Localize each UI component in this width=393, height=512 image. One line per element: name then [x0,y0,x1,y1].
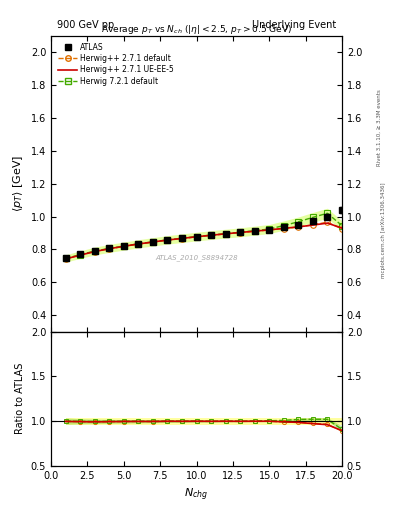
Y-axis label: Ratio to ATLAS: Ratio to ATLAS [15,363,25,434]
Text: 900 GeV pp: 900 GeV pp [57,20,114,30]
Text: ATLAS_2010_S8894728: ATLAS_2010_S8894728 [155,254,238,261]
X-axis label: $N_{chg}$: $N_{chg}$ [184,486,209,503]
Legend: ATLAS, Herwig++ 2.7.1 default, Herwig++ 2.7.1 UE-EE-5, Herwig 7.2.1 default: ATLAS, Herwig++ 2.7.1 default, Herwig++ … [55,39,177,89]
Text: mcplots.cern.ch [arXiv:1306.3436]: mcplots.cern.ch [arXiv:1306.3436] [381,183,386,278]
Text: Underlying Event: Underlying Event [252,20,336,30]
Title: Average $p_T$ vs $N_{ch}$ ($|\eta| < 2.5$, $p_T > 0.5$ GeV): Average $p_T$ vs $N_{ch}$ ($|\eta| < 2.5… [101,23,292,36]
Y-axis label: $\langle p_T \rangle$ [GeV]: $\langle p_T \rangle$ [GeV] [11,155,25,212]
Text: Rivet 3.1.10, ≥ 3.3M events: Rivet 3.1.10, ≥ 3.3M events [377,90,382,166]
